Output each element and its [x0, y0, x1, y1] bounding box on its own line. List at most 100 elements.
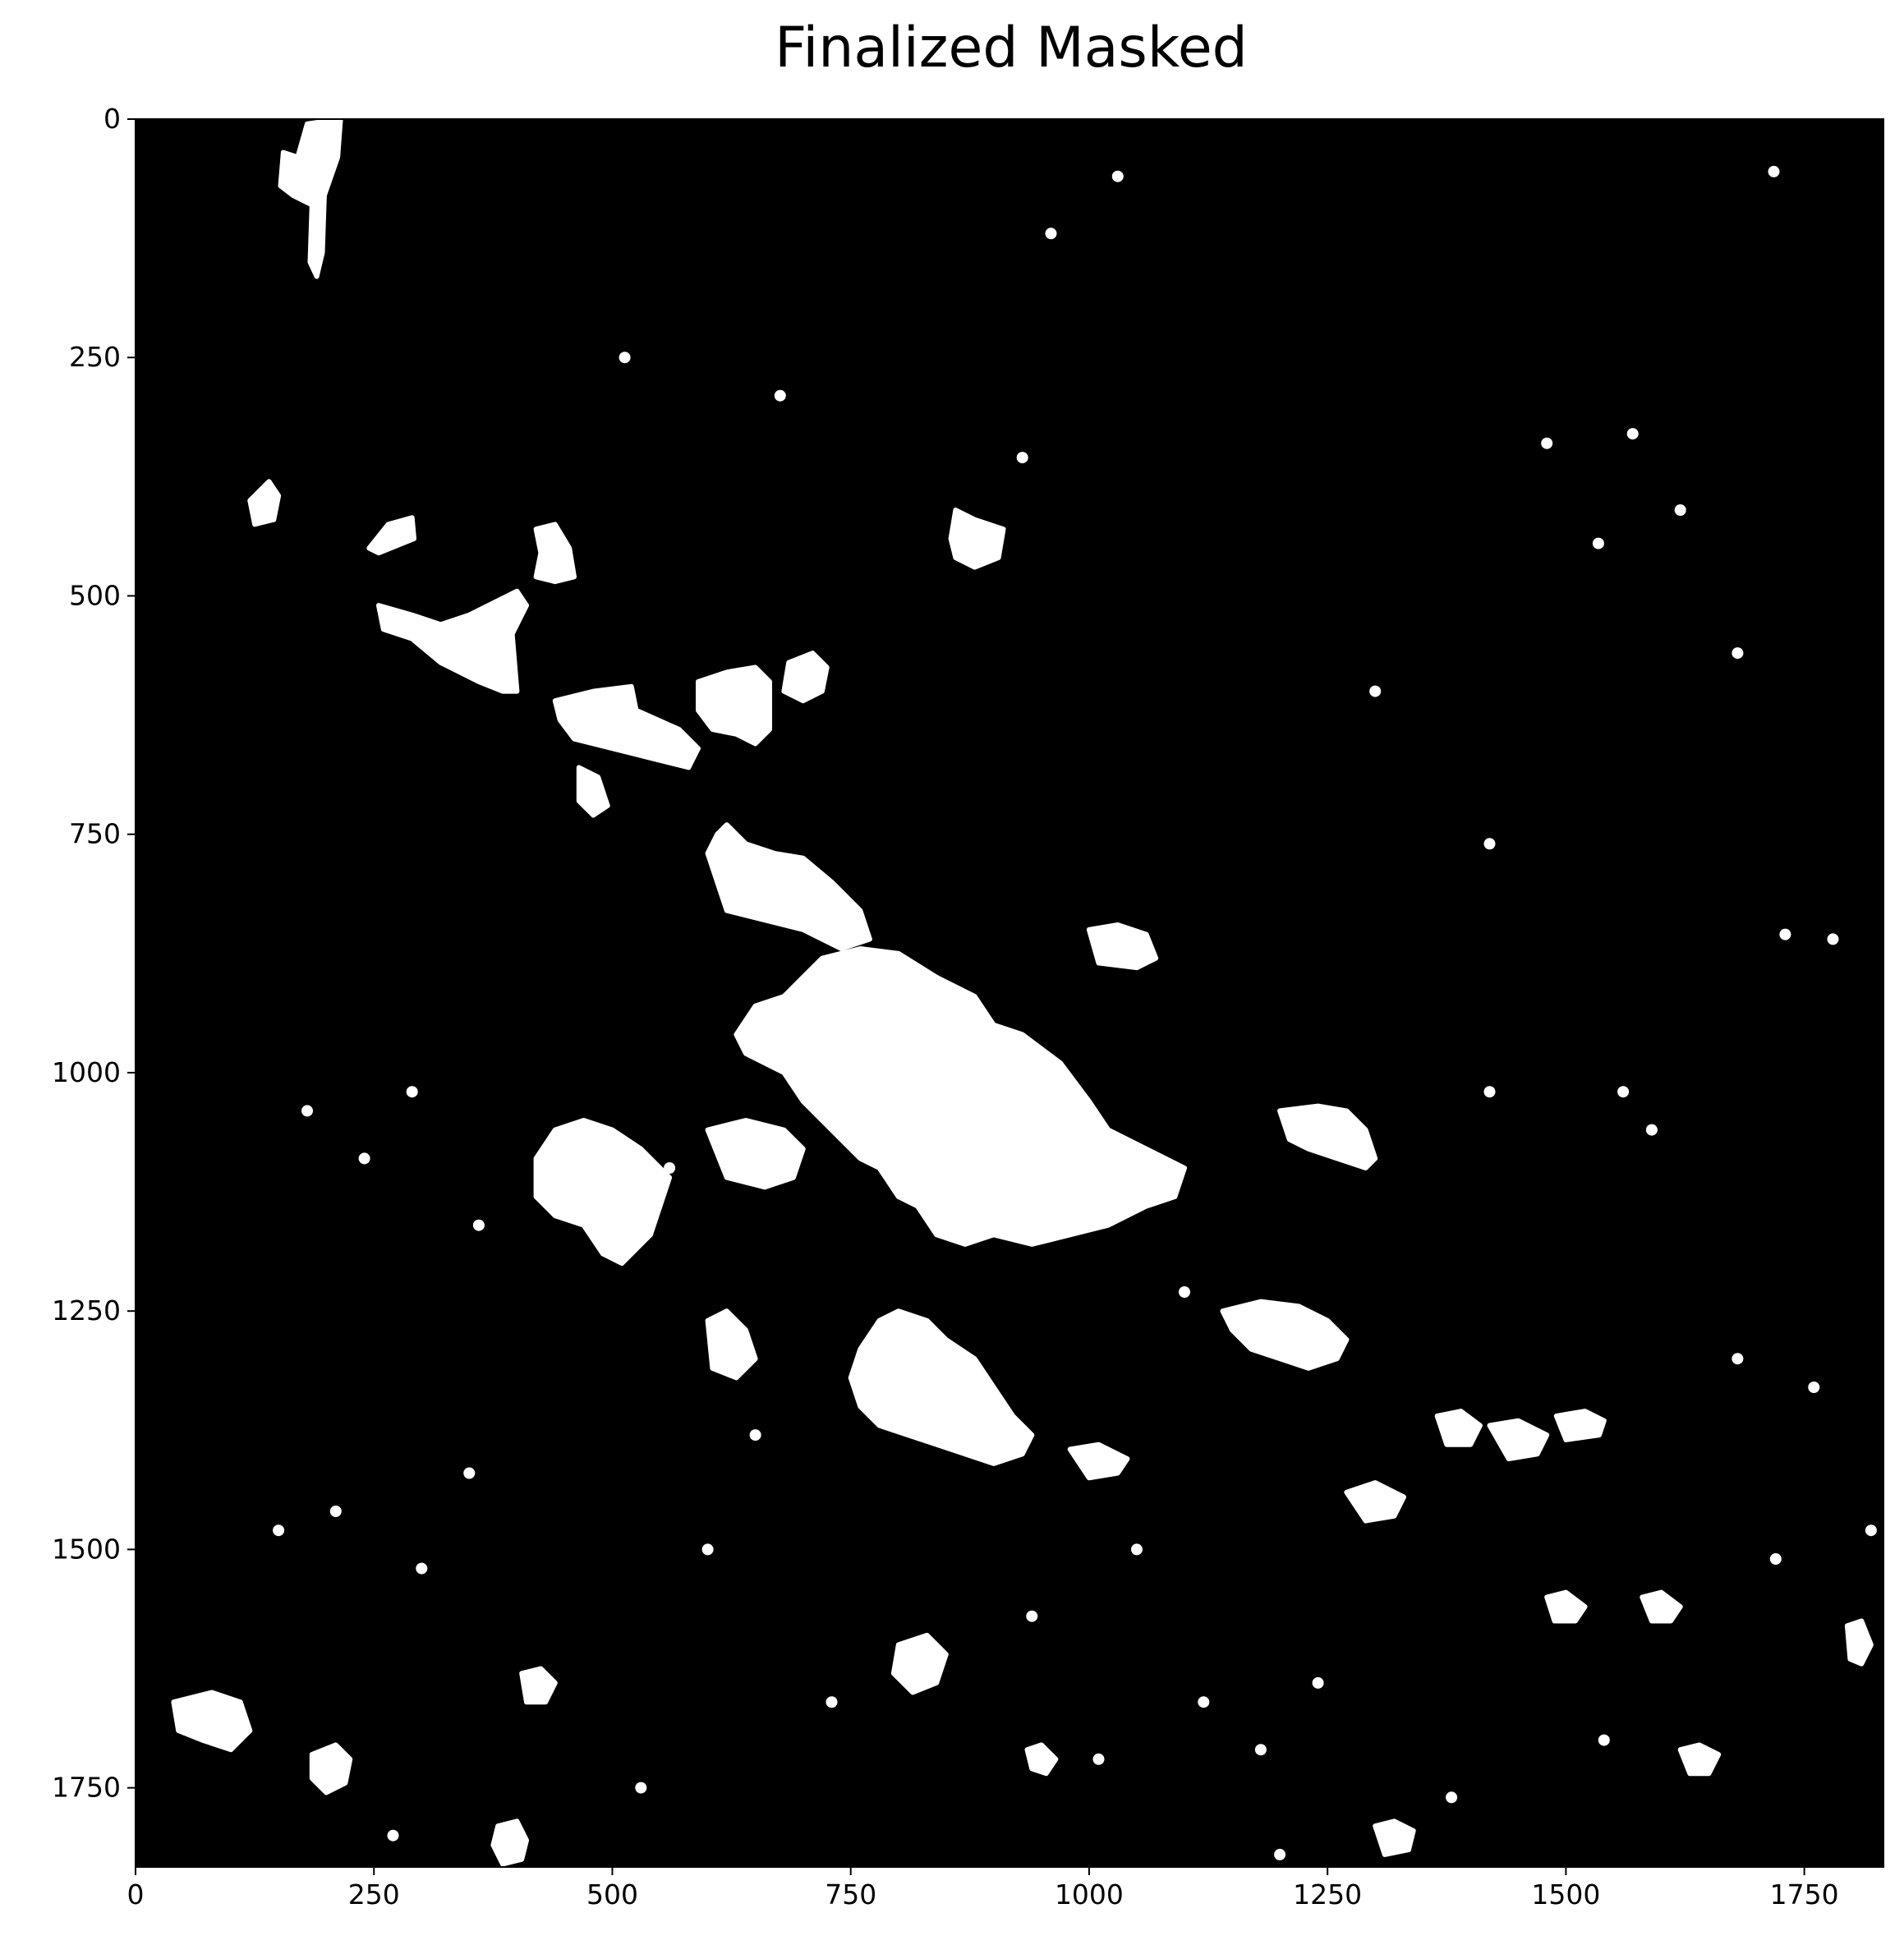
x-axis: 0 250 500 750 1000 1250 1500 1750	[127, 1867, 1839, 1911]
mask-region-20	[1344, 1480, 1406, 1524]
mask-speck-15	[1483, 838, 1496, 850]
mask-speck-46	[1026, 1610, 1038, 1622]
mask-speck-31	[635, 1782, 647, 1794]
mask-region-16	[533, 1118, 673, 1267]
mask-speck-3	[1768, 165, 1780, 177]
mask-speck-11	[1369, 685, 1382, 697]
mask-speck-9	[1674, 504, 1686, 516]
mask-speck-5	[774, 389, 786, 402]
mask-region-34	[1677, 1742, 1722, 1777]
mask-speck-23	[463, 1467, 476, 1479]
mask-region-3	[366, 515, 416, 556]
mask-region-29	[1434, 1409, 1483, 1447]
x-tick-label: 250	[348, 1878, 400, 1911]
mask-region-33	[1640, 1589, 1683, 1624]
y-tick-label: 1500	[52, 1533, 121, 1565]
mask-region-6	[552, 683, 701, 770]
mask-region-27	[1373, 1819, 1416, 1857]
mask-speck-6	[1016, 452, 1028, 464]
y-tick-label: 1000	[52, 1056, 121, 1088]
mask-region-18	[848, 1308, 1035, 1466]
x-tick-label: 1000	[1055, 1878, 1124, 1911]
mask-region-28	[171, 1690, 253, 1753]
mask-speck-12	[1732, 647, 1744, 660]
y-tick-label: 500	[69, 579, 121, 611]
mask-region-2	[247, 479, 282, 527]
mask-region-12	[734, 946, 1187, 1247]
mask-region-22	[890, 1632, 949, 1695]
x-tick-label: 1750	[1770, 1878, 1839, 1911]
mask-region-17	[705, 1308, 758, 1381]
mask-speck-37	[1131, 1543, 1143, 1556]
mask-speck-41	[1598, 1734, 1610, 1746]
mask-speck-10	[1592, 537, 1604, 549]
mask-speck-32	[387, 1829, 399, 1842]
mask-speck-30	[826, 1696, 838, 1708]
mask-region-4	[533, 522, 577, 585]
mask-speck-13	[1779, 928, 1791, 940]
mask-region-19	[1220, 1299, 1350, 1371]
mask-region-7	[576, 765, 610, 818]
mask-region-13	[1086, 922, 1159, 971]
mask-speck-24	[329, 1506, 342, 1517]
mask-speck-26	[1894, 1410, 1904, 1422]
mask-speck-42	[1179, 1286, 1190, 1298]
mask-speck-8	[1626, 428, 1639, 440]
mask-region-5	[376, 588, 529, 694]
mask-speck-43	[416, 1562, 428, 1575]
mask-region-30	[1553, 1409, 1607, 1442]
mask-speck-29	[1254, 1744, 1267, 1756]
mask-speck-25	[273, 1524, 285, 1537]
y-axis: 0 250 500 750 1000 1250 1500 1750	[52, 103, 136, 1804]
mask-region-21	[1487, 1418, 1550, 1462]
mask-speck-22	[472, 1219, 485, 1231]
y-tick-label: 1750	[52, 1772, 121, 1804]
mask-region-23	[1067, 1442, 1130, 1481]
x-tick-label: 750	[825, 1878, 876, 1911]
mask-speck-36	[1808, 1382, 1820, 1393]
mask-image	[136, 119, 1904, 1867]
x-tick-label: 0	[127, 1878, 145, 1911]
mask-speck-19	[301, 1105, 313, 1117]
mask-speck-34	[1865, 1524, 1877, 1537]
mask-region-15	[705, 1118, 806, 1190]
mask-region-24	[519, 1666, 558, 1705]
mask-speck-47	[1274, 1848, 1286, 1860]
mask-regions	[171, 119, 1904, 1867]
mask-region-9	[781, 651, 830, 704]
chart-title: Finalized Masked	[775, 16, 1248, 80]
mask-region-1	[278, 119, 343, 279]
mask-speck-21	[406, 1086, 418, 1098]
mask-speck-14	[1827, 933, 1839, 945]
mask-region-8	[696, 664, 772, 747]
mask-speck-18	[1645, 1124, 1658, 1136]
mask-speck-4	[619, 352, 631, 364]
mask-speck-1	[1111, 170, 1124, 182]
mask-speck-20	[358, 1152, 370, 1165]
mask-region-32	[1844, 1618, 1874, 1667]
mask-speck-16	[1483, 1086, 1496, 1098]
mask-region-31	[1544, 1589, 1588, 1624]
mask-region-25	[309, 1742, 353, 1796]
x-tick-label: 500	[586, 1878, 638, 1911]
mask-speck-7	[1541, 437, 1553, 449]
mask-region-11	[705, 822, 872, 951]
mask-region-26	[490, 1819, 529, 1867]
x-tick-label: 1250	[1293, 1878, 1362, 1911]
y-tick-label: 750	[69, 818, 121, 850]
y-tick-label: 0	[103, 103, 121, 135]
mask-region-35	[1024, 1742, 1059, 1777]
mask-background	[136, 119, 1883, 1867]
mask-region-14	[1277, 1103, 1378, 1170]
mask-speck-38	[664, 1162, 676, 1174]
mask-speck-27	[1312, 1676, 1324, 1689]
mask-speck-48	[1446, 1791, 1458, 1804]
plot-frame	[135, 118, 1884, 1868]
mask-speck-2	[1045, 228, 1057, 240]
mask-speck-45	[749, 1429, 761, 1442]
mask-speck-39	[816, 1066, 828, 1078]
x-tick-label: 1500	[1531, 1878, 1600, 1911]
mask-speck-35	[1769, 1553, 1782, 1565]
y-tick-label: 250	[69, 341, 121, 373]
